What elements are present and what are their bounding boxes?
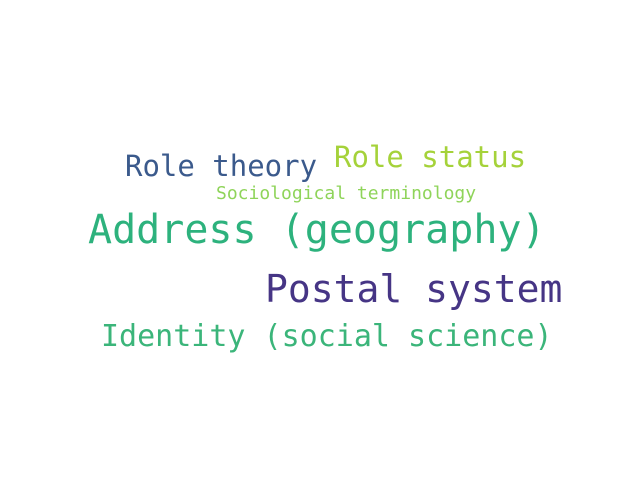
- word-sociological-terminology: Sociological terminology: [216, 183, 477, 204]
- word-role-status: Role status: [334, 140, 527, 174]
- word-address-geography: Address (geography): [88, 207, 546, 253]
- word-identity-social-science: Identity (social science): [101, 319, 553, 354]
- word-role-theory: Role theory: [125, 149, 318, 183]
- word-postal-system: Postal system: [265, 267, 563, 311]
